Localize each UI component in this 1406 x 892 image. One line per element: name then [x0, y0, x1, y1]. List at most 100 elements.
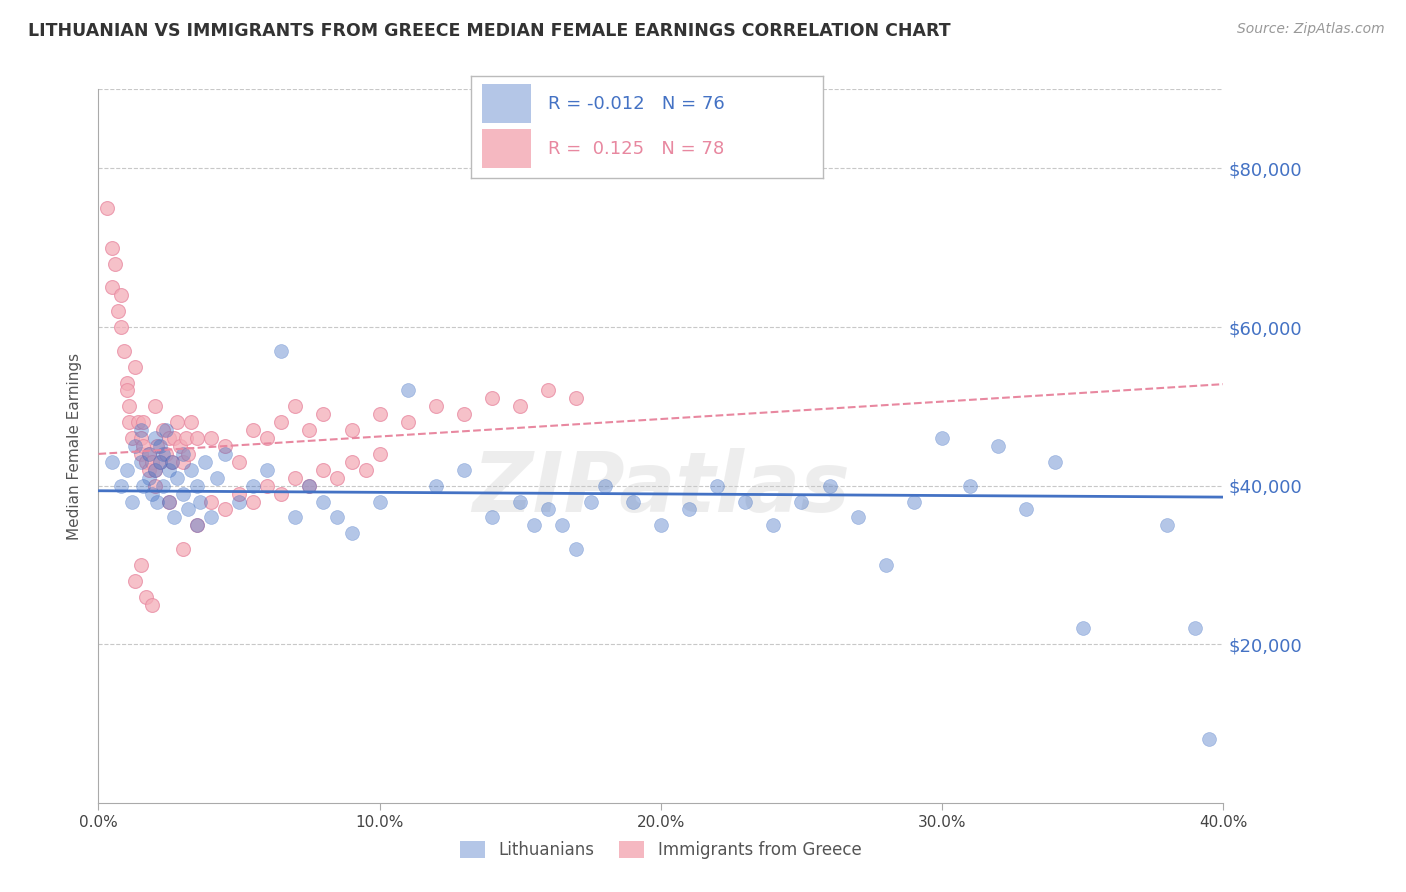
Point — [312, 463, 335, 477]
Point — [129, 558, 152, 572]
Point — [256, 463, 278, 477]
Point — [129, 447, 152, 461]
Point — [186, 518, 208, 533]
Point — [790, 494, 813, 508]
Point — [396, 384, 419, 398]
Point — [228, 494, 250, 508]
Point — [1015, 502, 1038, 516]
Point — [143, 463, 166, 477]
Point — [214, 439, 236, 453]
Point — [152, 423, 174, 437]
Text: R =  0.125   N = 78: R = 0.125 N = 78 — [548, 140, 724, 158]
Point — [228, 455, 250, 469]
Point — [188, 494, 211, 508]
Point — [228, 486, 250, 500]
Point — [149, 455, 172, 469]
Point — [163, 431, 186, 445]
Point — [298, 478, 321, 492]
Point — [121, 431, 143, 445]
Point — [129, 423, 152, 437]
Point — [200, 494, 222, 508]
Point — [312, 494, 335, 508]
Point — [256, 478, 278, 492]
Point — [194, 455, 217, 469]
Point — [101, 280, 124, 294]
Point — [200, 510, 222, 524]
Text: ZIPatlas: ZIPatlas — [472, 449, 849, 529]
Point — [115, 376, 138, 390]
Point — [174, 431, 197, 445]
Point — [138, 447, 160, 461]
Point — [141, 486, 163, 500]
Point — [396, 415, 419, 429]
Point — [186, 431, 208, 445]
Point — [177, 502, 200, 516]
Point — [138, 471, 160, 485]
Point — [110, 320, 132, 334]
Point — [903, 494, 925, 508]
Point — [96, 201, 118, 215]
Point — [104, 257, 127, 271]
Point — [110, 478, 132, 492]
Point — [169, 439, 191, 453]
Point — [166, 415, 188, 429]
Point — [118, 400, 141, 414]
Point — [152, 478, 174, 492]
Point — [340, 455, 363, 469]
Point — [157, 463, 180, 477]
Text: LITHUANIAN VS IMMIGRANTS FROM GREECE MEDIAN FEMALE EARNINGS CORRELATION CHART: LITHUANIAN VS IMMIGRANTS FROM GREECE MED… — [28, 22, 950, 40]
Point — [270, 343, 292, 358]
Point — [875, 558, 897, 572]
Point — [172, 455, 194, 469]
Point — [509, 400, 531, 414]
Point — [124, 439, 146, 453]
Point — [987, 439, 1010, 453]
Point — [214, 447, 236, 461]
Point — [1156, 518, 1178, 533]
Point — [326, 510, 349, 524]
Point — [205, 471, 228, 485]
Point — [124, 574, 146, 588]
Point — [149, 455, 172, 469]
Point — [453, 407, 475, 421]
Point — [551, 518, 574, 533]
Point — [298, 478, 321, 492]
Point — [425, 400, 447, 414]
Point — [523, 518, 546, 533]
Point — [368, 407, 391, 421]
Point — [818, 478, 841, 492]
Point — [846, 510, 869, 524]
Point — [157, 494, 180, 508]
Point — [141, 598, 163, 612]
Point — [177, 447, 200, 461]
Text: R = -0.012   N = 76: R = -0.012 N = 76 — [548, 95, 725, 112]
Point — [186, 478, 208, 492]
Point — [340, 423, 363, 437]
Point — [509, 494, 531, 508]
Point — [186, 518, 208, 533]
Point — [172, 542, 194, 557]
Point — [678, 502, 700, 516]
Point — [298, 423, 321, 437]
Point — [143, 478, 166, 492]
Point — [621, 494, 644, 508]
Point — [101, 455, 124, 469]
Point — [132, 439, 155, 453]
Point — [157, 431, 180, 445]
Point — [180, 463, 202, 477]
Point — [101, 241, 124, 255]
Point — [163, 510, 186, 524]
Point — [1198, 732, 1220, 747]
Point — [368, 494, 391, 508]
Point — [565, 392, 588, 406]
Point — [242, 423, 264, 437]
Point — [368, 447, 391, 461]
Point — [124, 359, 146, 374]
Point — [157, 494, 180, 508]
Point — [172, 486, 194, 500]
Point — [132, 415, 155, 429]
Point — [481, 510, 503, 524]
Text: Source: ZipAtlas.com: Source: ZipAtlas.com — [1237, 22, 1385, 37]
Point — [1071, 621, 1094, 635]
Point — [593, 478, 616, 492]
